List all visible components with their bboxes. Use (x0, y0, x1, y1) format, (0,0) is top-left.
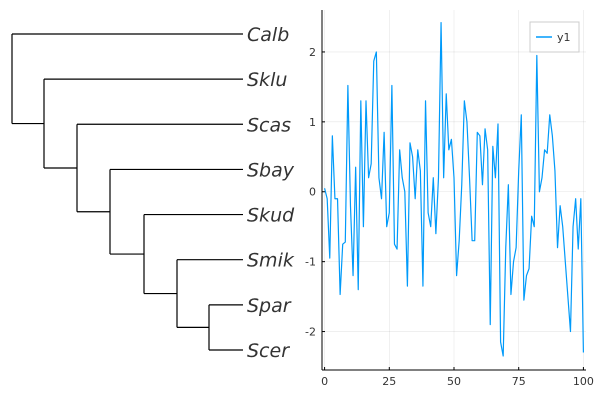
legend-label: y1 (557, 31, 571, 44)
tree-leaf-labels: Calb Sklu Scas Sbay Skud Smik Spar Scer (247, 24, 295, 362)
x-tick-label: 25 (382, 375, 396, 388)
tree-leaf-label: Scas (247, 114, 291, 136)
y-tick-label: -1 (305, 256, 316, 269)
chart-axes (321, 10, 586, 371)
tree-branches (11, 33, 243, 351)
chart-tick-labels: 0 25 50 75 100 -2 -1 0 1 2 (305, 46, 594, 388)
tree-leaf-label: Skud (247, 205, 295, 227)
series-line-0 (324, 21, 585, 357)
tree-leaf-label: Spar (247, 295, 292, 317)
y-tick-label: 1 (309, 116, 316, 129)
chart-series (324, 21, 585, 357)
x-tick-label: 100 (573, 375, 594, 388)
y-tick-label: 2 (309, 46, 316, 59)
x-tick-label: 0 (321, 375, 328, 388)
line-chart: 0 25 50 75 100 -2 -1 0 1 2 y1 (305, 10, 594, 388)
tree-leaf-label: Scer (247, 340, 290, 362)
tree-leaf-label: Smik (247, 250, 295, 272)
x-tick-label: 75 (512, 375, 526, 388)
tree-leaf-label: Calb (247, 24, 289, 46)
y-tick-label: -2 (305, 326, 316, 339)
phylogenetic-tree: Calb Sklu Scas Sbay Skud Smik Spar Scer (11, 24, 295, 362)
chart-legend: y1 (529, 21, 580, 53)
tree-leaf-label: Sbay (247, 159, 295, 181)
tree-leaf-label: Sklu (247, 69, 287, 91)
y-tick-label: 0 (309, 186, 316, 199)
x-tick-label: 50 (447, 375, 461, 388)
